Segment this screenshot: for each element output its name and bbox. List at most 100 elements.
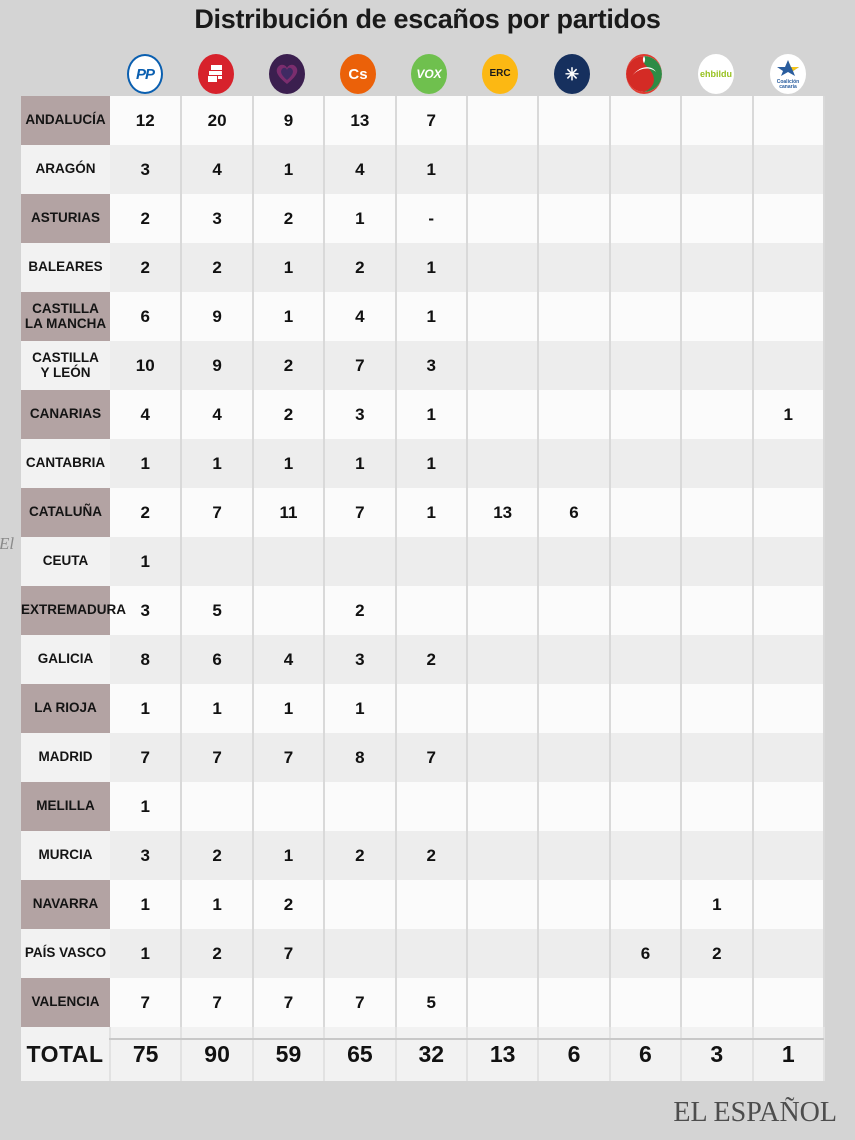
- cell-psoe: 7: [181, 978, 254, 1027]
- party-header-unidas-podemos[interactable]: [252, 52, 322, 96]
- cell-unidas-podemos: 2: [252, 194, 326, 243]
- table-row: NAVARRA 1 1 2 1: [21, 880, 825, 929]
- cell-pnv: 6: [538, 488, 611, 537]
- row-label-line: CASTILLA: [32, 350, 99, 366]
- cell-unidas-podemos: 7: [252, 733, 326, 782]
- cell-erc: [466, 439, 540, 488]
- cell-coalici-n-canaria: [752, 880, 825, 929]
- cell-vox: 2: [395, 635, 468, 684]
- cell-coalici-n-canaria: 1: [752, 390, 825, 439]
- cell-jxcat: [609, 586, 683, 635]
- total-separator: [21, 1038, 824, 1040]
- cell-erc: [466, 586, 540, 635]
- cell-unidas-podemos: 7: [252, 929, 326, 978]
- table-row: MELILLA 1: [21, 782, 825, 831]
- row-label-line: MURCIA: [38, 847, 93, 863]
- cell-coalici-n-canaria: [752, 243, 825, 292]
- cell-unidas-podemos: 1: [252, 292, 326, 341]
- cell-pnv: [538, 390, 611, 439]
- party-header-psoe[interactable]: [181, 52, 251, 96]
- cell-vox: 1: [395, 243, 468, 292]
- row-label-castilla-la-mancha: CASTILLA LA MANCHA: [21, 292, 110, 341]
- total-cell-erc: 13: [466, 1027, 540, 1081]
- cell-pp: 12: [110, 96, 183, 145]
- cell-pnv: [538, 978, 611, 1027]
- cell-unidas-podemos: 1: [252, 243, 326, 292]
- cell-erc: [466, 880, 540, 929]
- cell-pnv: [538, 733, 611, 782]
- table-row: VALENCIA 7 7 7 7 5: [21, 978, 825, 1027]
- cell-pnv: [538, 831, 611, 880]
- cell-vox: [395, 929, 468, 978]
- cell-erc: [466, 390, 540, 439]
- total-cell-pnv: 6: [538, 1027, 611, 1081]
- cell-jxcat: [609, 390, 683, 439]
- row-label-baleares: BALEARES: [21, 243, 110, 292]
- cell-pp: 3: [110, 831, 183, 880]
- cell-ciudadanos: 7: [324, 341, 397, 390]
- cell-ciudadanos: 1: [324, 439, 397, 488]
- party-header-pnv[interactable]: ✳: [537, 52, 607, 96]
- party-header-ciudadanos[interactable]: Cs: [323, 52, 393, 96]
- cell-ciudadanos: 3: [324, 390, 397, 439]
- table-row: ASTURIAS 2 3 2 1-: [21, 194, 825, 243]
- row-label-line: CANARIAS: [29, 406, 102, 422]
- cell-erc: [466, 635, 540, 684]
- cell-psoe: 4: [181, 145, 254, 194]
- party-header-vox[interactable]: VOX: [394, 52, 464, 96]
- cell-unidas-podemos: [252, 782, 326, 831]
- cell-pp: 1: [110, 439, 183, 488]
- table-row: CASTILLA Y LEÓN 10 9 2 7 3: [21, 341, 825, 390]
- table-total-row: TOTAL 75 90 59 65 32 13 6 6 3 1: [21, 1027, 825, 1081]
- party-header-erc[interactable]: ERC: [465, 52, 535, 96]
- podemos-logo-icon: [269, 54, 305, 94]
- row-label-line: Y LEÓN: [40, 364, 91, 380]
- cell-erc: [466, 929, 540, 978]
- row-label-catalu-a: CATALUÑA: [21, 488, 110, 537]
- cell-vox: 1: [395, 145, 468, 194]
- cell-psoe: 1: [181, 880, 254, 929]
- cell-ciudadanos: 4: [324, 145, 397, 194]
- cell-erc: [466, 292, 540, 341]
- party-header-ehbildu[interactable]: ehbildu: [681, 52, 751, 96]
- party-header-jxcat[interactable]: [609, 52, 679, 96]
- cell-pnv: [538, 880, 611, 929]
- cell-unidas-podemos: 1: [252, 831, 326, 880]
- pp-logo-label: PP: [135, 65, 155, 83]
- cell-psoe: 9: [181, 341, 254, 390]
- jxcat-swirl-icon: [626, 56, 662, 92]
- party-header-coalicion-canaria[interactable]: Coalición canaria: [753, 52, 823, 96]
- cell-eh-bildu: [681, 586, 754, 635]
- cell-psoe: 1: [181, 684, 254, 733]
- total-cell-psoe: 90: [181, 1027, 254, 1081]
- cell-psoe: 5: [181, 586, 254, 635]
- cell-pnv: [538, 96, 611, 145]
- cell-vox: [395, 880, 468, 929]
- cell-pnv: [538, 684, 611, 733]
- cell-pp: 1: [110, 880, 183, 929]
- cell-unidas-podemos: 2: [252, 390, 326, 439]
- party-header-pp[interactable]: PP: [110, 52, 180, 96]
- row-label-line: ARAGÓN: [35, 161, 96, 177]
- cell-jxcat: [609, 782, 683, 831]
- cell-psoe: 3: [181, 194, 254, 243]
- cell-unidas-podemos: 1: [252, 439, 326, 488]
- row-label-line: ASTURIAS: [30, 210, 100, 226]
- row-label-andaluc-a: ANDALUCÍA: [21, 96, 110, 145]
- total-cell-pp: 75: [110, 1027, 183, 1081]
- cell-pp: 6: [110, 292, 183, 341]
- watermark-text: / El: [0, 534, 15, 553]
- table-row: ANDALUCÍA 12 20 9 13 7: [21, 96, 825, 145]
- seats-distribution-table: ANDALUCÍA 12 20 9 13 7 ARAGÓN 3 4 1 4 1 ASTURIAS 2 3 2 1…: [21, 96, 825, 1081]
- cell-unidas-podemos: 1: [252, 145, 326, 194]
- table-row: CANARIAS 4 4 2 3 1 1: [21, 390, 825, 439]
- pnv-logo-icon: ✳: [554, 54, 590, 94]
- cell-vox: 2: [395, 831, 468, 880]
- cell-pp: 2: [110, 243, 183, 292]
- row-label-line: CEUTA: [42, 553, 89, 569]
- cell-ciudadanos: [324, 880, 397, 929]
- row-label-la-rioja: LA RIOJA: [21, 684, 110, 733]
- cell-eh-bildu: [681, 145, 754, 194]
- cell-pp: 2: [110, 194, 183, 243]
- cell-pp: 1: [110, 782, 183, 831]
